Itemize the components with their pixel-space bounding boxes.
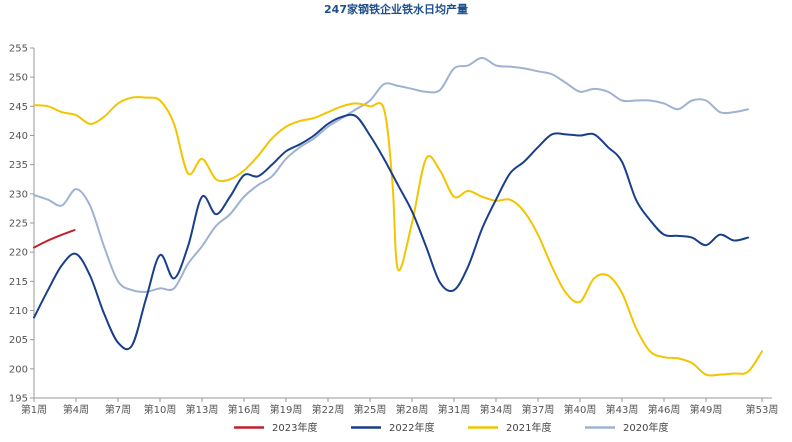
y-tick-label: 235 [9,160,28,171]
series-line-0 [33,229,76,249]
x-tick-label: 第43周 [606,403,639,416]
y-tick-label: 205 [9,335,28,346]
y-tick-label: 195 [9,394,28,405]
x-tick-label: 第46周 [648,403,681,416]
y-tick-label: 220 [9,248,28,259]
x-tick-label: 第4周 [63,403,89,416]
x-tick-label: 第7周 [105,403,131,416]
x-tick-label: 第10周 [144,403,177,416]
y-tick-label: 200 [9,364,28,375]
y-tick-label: 210 [9,306,28,317]
series-line-2 [33,96,763,377]
series-layer [33,56,763,377]
legend-label: 2023年度 [272,421,317,434]
x-tick-label: 第40周 [564,403,597,416]
legend: 2023年度 2022年度 2021年度 2020年度 [234,421,668,434]
x-tick-label: 第25周 [354,403,387,416]
x-tick-label: 第53周 [746,403,779,416]
x-tick-label: 第13周 [186,403,219,416]
x-tick-label: 第31周 [438,403,471,416]
y-tick-label: 215 [9,277,28,288]
series-line-3 [33,56,749,293]
y-tick-label: 225 [9,219,28,230]
y-tick-label: 245 [9,102,28,113]
chart-title: 247家钢铁企业铁水日均产量 [324,2,468,16]
y-tick-label: 250 [9,73,28,84]
x-tick-label: 第22周 [312,403,345,416]
x-tick-label: 第16周 [228,403,261,416]
y-tick-label: 240 [9,131,28,142]
legend-label: 2022年度 [389,421,434,434]
x-tick-label: 第19周 [270,403,303,416]
series-line-1 [33,113,749,351]
x-tick-label: 第49周 [690,403,723,416]
y-tick-label: 230 [9,189,28,200]
y-tick-label: 255 [9,44,28,55]
x-tick-label: 第37周 [522,403,555,416]
legend-label: 2020年度 [623,421,668,434]
x-tick-label: 第1周 [21,403,47,416]
x-tick-label: 第34周 [480,403,513,416]
axes: 195 200 205 210 215 220 225 230 235 240 245 250 255 第… [9,44,778,417]
legend-label: 2021年度 [506,421,551,434]
x-tick-label: 第28周 [396,403,429,416]
